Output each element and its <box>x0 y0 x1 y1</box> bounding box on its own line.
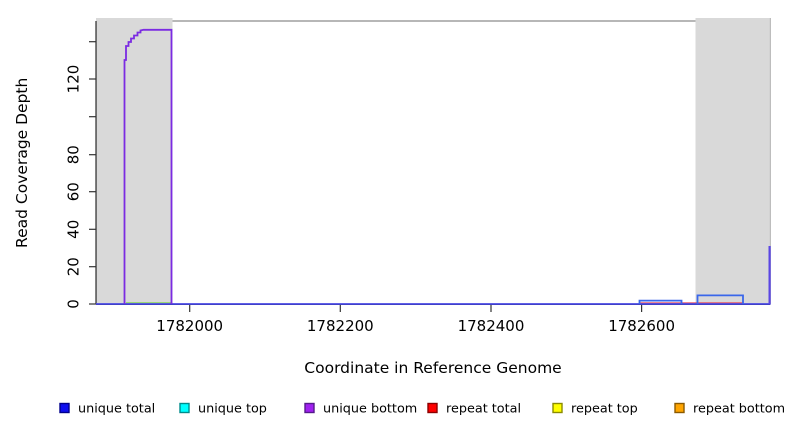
x-tick-label-1782000: 1782000 <box>156 317 223 335</box>
legend-label: repeat top <box>571 402 638 417</box>
legend-item-repeat-bottom: repeat bottom <box>674 402 785 417</box>
repeat-bottom-swatch-icon <box>674 402 685 414</box>
y-tick-label-20: 20 <box>65 257 83 276</box>
unique-total-bump-1 <box>638 299 683 304</box>
x-tick-label-1782400: 1782400 <box>458 317 525 335</box>
y-tick-label-120: 120 <box>65 65 83 94</box>
y-tick-label-0: 0 <box>65 299 83 309</box>
y-tick-marks <box>89 41 96 305</box>
legend-item-unique-total: unique total <box>59 402 155 417</box>
legend-item-repeat-top: repeat top <box>552 402 638 417</box>
legend-item-repeat-total: repeat total <box>427 402 521 417</box>
legend-label: repeat bottom <box>693 402 785 417</box>
unique-top-swatch-icon <box>179 402 190 414</box>
unique-total-bump-2 <box>696 294 744 304</box>
y-tick-label-40: 40 <box>65 220 83 239</box>
legend: unique total unique top unique bottom re… <box>59 402 785 417</box>
legend-item-unique-bottom: unique bottom <box>304 402 417 417</box>
unique-bottom-peak <box>123 28 173 304</box>
x-axis-title: Coordinate in Reference Genome <box>304 359 561 377</box>
y-tick-label-80: 80 <box>65 145 83 164</box>
legend-label: repeat total <box>446 402 521 417</box>
shaded-region-left <box>96 18 173 305</box>
repeat-total-swatch-icon <box>427 402 438 414</box>
legend-label: unique bottom <box>323 402 417 417</box>
y-tick-label-60: 60 <box>65 182 83 201</box>
legend-label: unique total <box>78 402 155 417</box>
shaded-region-right <box>695 18 771 305</box>
unique-bottom-swatch-icon <box>304 402 315 414</box>
y-axis-title: Read Coverage Depth <box>13 78 31 248</box>
x-tick-label-1782600: 1782600 <box>608 317 675 335</box>
x-tick-marks <box>189 305 643 312</box>
legend-label: unique top <box>198 402 267 417</box>
repeat-top-swatch-icon <box>552 402 563 414</box>
legend-item-unique-top: unique top <box>179 402 267 417</box>
unique-total-swatch-icon <box>59 402 70 414</box>
x-tick-label-1782200: 1782200 <box>307 317 374 335</box>
